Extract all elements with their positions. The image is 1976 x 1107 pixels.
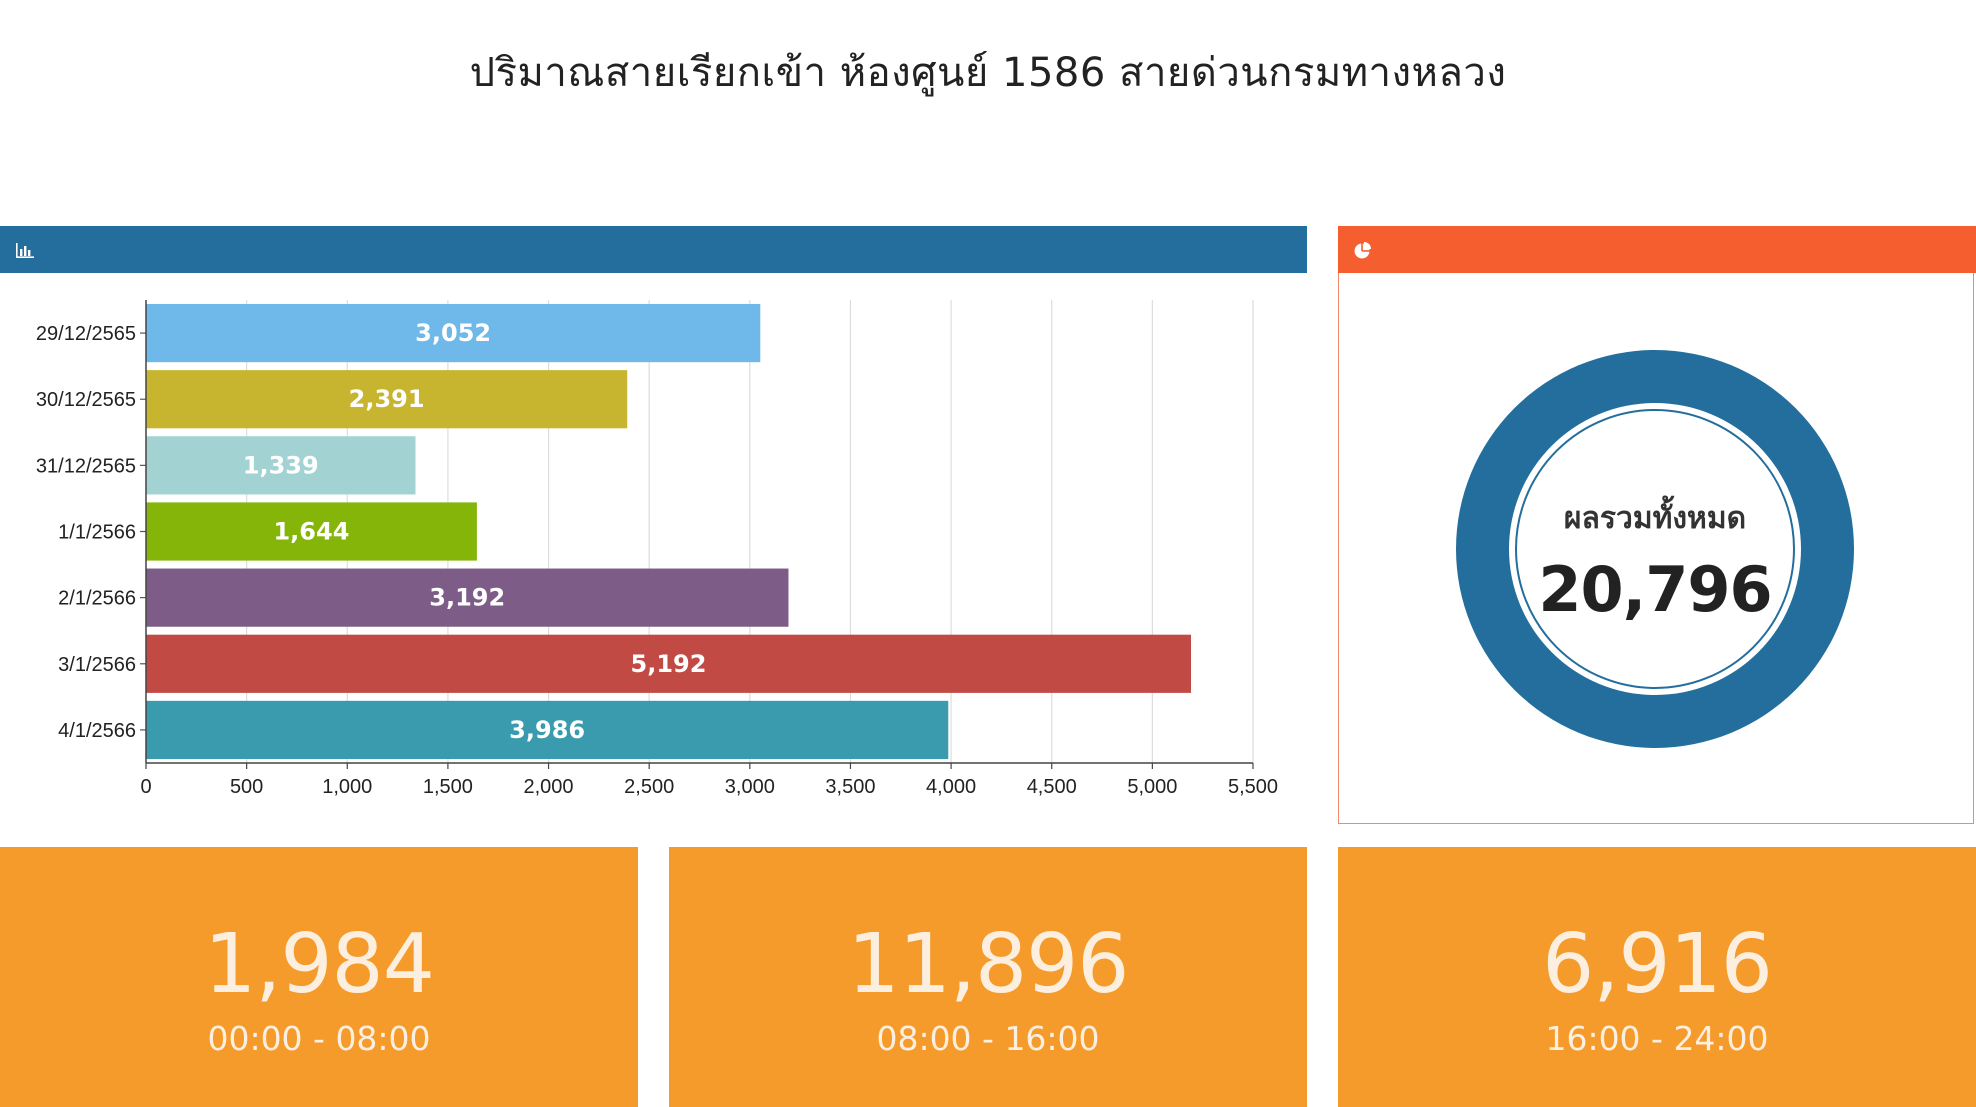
bar	[146, 370, 628, 429]
x-tick-label: 1,000	[322, 776, 372, 798]
x-tick-label: 5,500	[1228, 776, 1278, 798]
x-tick-label: 5,000	[1127, 776, 1177, 798]
bar	[146, 634, 1192, 693]
x-tick-label: 3,500	[825, 776, 875, 798]
time-slot-card-night: 1,984 00:00 - 08:00	[0, 847, 638, 1107]
bar	[146, 700, 949, 760]
bar-value-label: 3,052	[415, 319, 491, 347]
bar-value-label: 1,339	[243, 451, 319, 479]
total-donut: ผลรวมทั้งหมด 20,796	[1456, 350, 1854, 748]
y-tick-label: 1/1/2566	[58, 522, 136, 544]
time-slot-card-day: 11,896 08:00 - 16:00	[669, 847, 1307, 1107]
bar-chart: 3,052 29/12/2565 2,391 30/12/2565 1,339 31/12…	[0, 273, 1307, 808]
time-slot-range: 08:00 - 16:00	[876, 1019, 1100, 1058]
x-tick-label: 2,000	[524, 776, 574, 798]
y-tick-label: 2/1/2566	[58, 588, 136, 610]
donut-inner-ring	[1515, 409, 1795, 689]
total-label: ผลรวมทั้งหมด	[1563, 501, 1747, 536]
x-tick-label: 4,000	[926, 776, 976, 798]
y-tick-label: 3/1/2566	[58, 654, 136, 676]
x-tick-label: 3,000	[725, 776, 775, 798]
bar-chart-panel-header	[0, 226, 1307, 273]
bar-value-label: 3,986	[509, 716, 585, 744]
page-title: ปริมาณสายเรียกเข้า ห้องศูนย์ 1586 สายด่ว…	[469, 50, 1507, 96]
x-tick-label: 1,500	[423, 776, 473, 798]
time-slot-range: 00:00 - 08:00	[207, 1019, 431, 1058]
pie-chart-icon	[1354, 241, 1371, 258]
bar-value-label: 1,644	[273, 518, 349, 546]
total-panel: ผลรวมทั้งหมด 20,796	[1338, 273, 1974, 824]
time-slot-value: 1,984	[204, 917, 435, 1012]
time-slot-range: 16:00 - 24:00	[1545, 1019, 1769, 1058]
total-value: 20,796	[1538, 553, 1772, 626]
y-tick-label: 4/1/2566	[58, 720, 136, 742]
x-tick-label: 500	[230, 776, 263, 798]
bar	[146, 303, 761, 363]
donut-center: ผลรวมทั้งหมด 20,796	[1509, 403, 1801, 695]
time-slot-value: 11,896	[847, 917, 1130, 1012]
bar-chart-svg: 3,052 29/12/2565 2,391 30/12/2565 1,339 31/12…	[36, 300, 1278, 798]
y-tick-label: 31/12/2565	[36, 455, 136, 477]
bar	[146, 436, 416, 495]
time-slot-value: 6,916	[1542, 917, 1773, 1012]
bar-value-label: 5,192	[631, 650, 707, 678]
bar-value-label: 3,192	[429, 584, 505, 612]
y-tick-label: 29/12/2565	[36, 323, 136, 345]
bar	[146, 502, 477, 561]
total-panel-header	[1338, 226, 1976, 273]
bar	[146, 568, 789, 627]
bar-chart-icon	[16, 242, 34, 258]
y-tick-label: 30/12/2565	[36, 389, 136, 411]
x-tick-label: 4,500	[1027, 776, 1077, 798]
x-tick-label: 2,500	[624, 776, 674, 798]
bar-value-label: 2,391	[349, 385, 425, 413]
x-tick-label: 0	[140, 776, 151, 798]
time-slot-card-evening: 6,916 16:00 - 24:00	[1338, 847, 1976, 1107]
